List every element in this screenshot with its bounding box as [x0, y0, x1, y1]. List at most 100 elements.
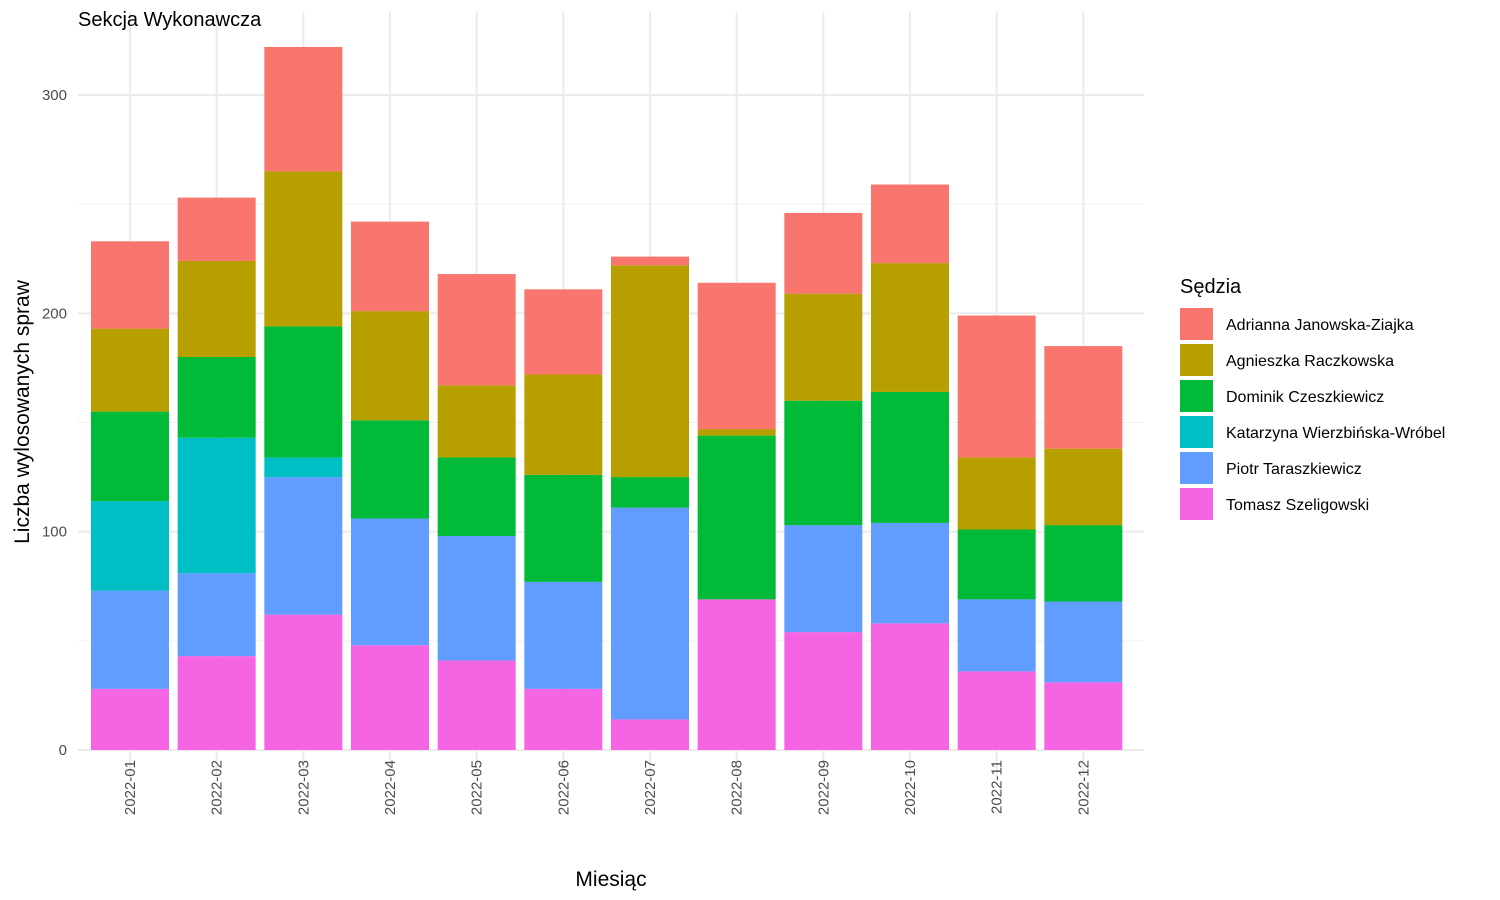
- bar-segment: [611, 256, 689, 266]
- bar-segment: [784, 293, 863, 401]
- y-tick-label: 300: [42, 87, 67, 104]
- bar-segment: [871, 184, 949, 264]
- x-tick-label: 2022-08: [729, 760, 746, 815]
- legend-label: Katarzyna Wierzbińska-Wróbel: [1226, 425, 1445, 442]
- bar-segment: [957, 315, 1036, 458]
- bar-segment: [1044, 346, 1123, 449]
- y-tick-label: 100: [42, 524, 67, 541]
- bar-segment: [264, 477, 343, 615]
- bar-segment: [177, 656, 256, 750]
- y-tick-label: 200: [42, 305, 67, 322]
- bar-segment: [957, 671, 1036, 750]
- x-tick-label: 2022-02: [209, 760, 226, 815]
- bar-segment: [91, 328, 169, 412]
- bar-segment: [611, 719, 689, 750]
- x-tick-label: 2022-05: [469, 760, 486, 815]
- bar-segment: [1044, 448, 1123, 526]
- bar-segment: [957, 457, 1036, 530]
- x-axis-ticks: 2022-01 2022-02 2022-03 2022-04 2022-05 2022-…: [122, 760, 1092, 815]
- bar-segment: [437, 457, 516, 537]
- bar-segment: [611, 507, 689, 720]
- legend-title: Sędzia: [1180, 276, 1242, 298]
- bar-segment: [91, 688, 169, 750]
- bar-segment: [264, 457, 343, 478]
- bar-segment: [91, 411, 169, 502]
- bar-segment: [697, 429, 776, 436]
- bar-segment: [177, 573, 256, 657]
- bar-segment: [177, 197, 256, 261]
- bar-segment: [91, 241, 169, 329]
- bar-segment: [1044, 682, 1123, 750]
- bar-segment: [351, 518, 429, 646]
- legend-label: Dominik Czeszkiewicz: [1226, 389, 1384, 406]
- bar-segment: [351, 221, 429, 312]
- bar-segment: [1044, 601, 1123, 683]
- bar-segment: [91, 501, 169, 591]
- bar-segment: [524, 474, 603, 582]
- x-tick-label: 2022-12: [1075, 760, 1092, 815]
- bar-segment: [264, 171, 343, 327]
- x-tick-label: 2022-09: [815, 760, 832, 815]
- legend: Sędzia Adrianna Janowska-Ziajka Agnieszka…: [1180, 276, 1445, 520]
- bar-segment: [957, 529, 1036, 600]
- bar-segment: [264, 46, 343, 172]
- bar-segment: [871, 263, 949, 392]
- bar-segment: [264, 326, 343, 458]
- bar-segment: [784, 212, 863, 294]
- legend-swatch: [1180, 488, 1213, 520]
- x-tick-label: 2022-11: [989, 760, 1006, 814]
- bar-segment: [957, 599, 1036, 672]
- legend-swatch: [1180, 344, 1213, 376]
- legend-swatch: [1180, 380, 1213, 412]
- bar-segment: [871, 522, 949, 624]
- legend-swatch: [1180, 308, 1213, 340]
- bar-segment: [524, 289, 603, 375]
- bar-segment: [524, 581, 603, 689]
- bar-segment: [437, 536, 516, 661]
- legend-items: Adrianna Janowska-Ziajka Agnieszka Raczko…: [1180, 308, 1445, 520]
- legend-swatch: [1180, 452, 1213, 484]
- bars: [91, 46, 1123, 750]
- legend-label: Agnieszka Raczkowska: [1226, 353, 1394, 370]
- bar-segment: [437, 660, 516, 750]
- bar-segment: [871, 623, 949, 750]
- legend-label: Tomasz Szeligowski: [1226, 497, 1369, 514]
- bar-segment: [611, 265, 689, 478]
- bar-segment: [871, 391, 949, 523]
- bar-segment: [351, 645, 429, 750]
- legend-swatch: [1180, 416, 1213, 448]
- x-tick-label: 2022-10: [902, 760, 919, 815]
- bar-segment: [177, 357, 256, 438]
- bar-segment: [177, 260, 256, 357]
- bar-segment: [784, 525, 863, 633]
- bar-segment: [1044, 525, 1123, 602]
- bar-segment: [697, 599, 776, 750]
- bar-segment: [524, 688, 603, 750]
- legend-label: Adrianna Janowska-Ziajka: [1226, 317, 1414, 334]
- bar-segment: [784, 400, 863, 526]
- x-tick-label: 2022-07: [642, 760, 659, 815]
- bar-segment: [264, 614, 343, 750]
- bar-segment: [351, 420, 429, 519]
- bar-segment: [697, 282, 776, 430]
- bar-segment: [524, 374, 603, 475]
- x-tick-label: 2022-06: [555, 760, 572, 815]
- x-tick-label: 2022-01: [122, 760, 139, 815]
- y-tick-label: 0: [59, 742, 67, 759]
- bar-segment: [177, 437, 256, 574]
- x-tick-label: 2022-03: [295, 760, 312, 815]
- x-axis-title: Miesiąc: [575, 868, 646, 891]
- legend-label: Piotr Taraszkiewicz: [1226, 461, 1362, 478]
- bar-segment: [437, 385, 516, 458]
- x-tick-label: 2022-04: [382, 760, 399, 815]
- bar-segment: [91, 590, 169, 689]
- y-axis-ticks: 0 100 200 300: [42, 87, 67, 759]
- chart-title: Sekcja Wykonawcza: [78, 9, 262, 31]
- bar-segment: [437, 274, 516, 386]
- bar-segment: [784, 632, 863, 750]
- y-axis-title: Liczba wylosowanych spraw: [11, 279, 34, 544]
- bar-segment: [611, 477, 689, 508]
- bar-segment: [697, 435, 776, 600]
- bar-segment: [351, 311, 429, 421]
